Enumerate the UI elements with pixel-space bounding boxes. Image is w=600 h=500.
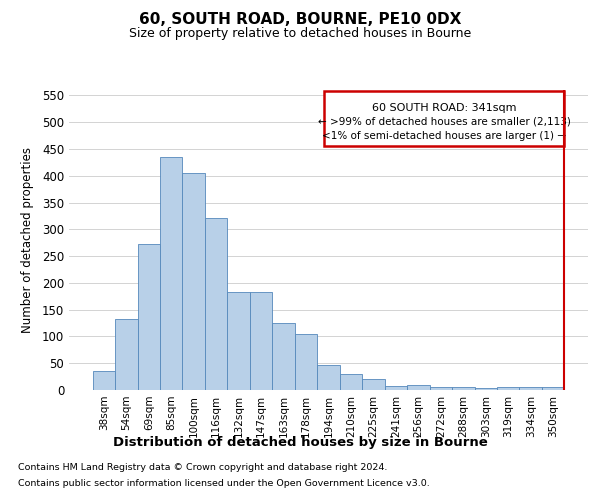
Bar xyxy=(205,218,227,390)
Bar xyxy=(92,371,115,390)
Text: ← >99% of detached houses are smaller (2,113): ← >99% of detached houses are smaller (2… xyxy=(318,117,571,127)
Bar xyxy=(430,388,452,390)
Text: <1% of semi-detached houses are larger (1) →: <1% of semi-detached houses are larger (… xyxy=(322,131,566,141)
Bar xyxy=(295,334,317,390)
Bar xyxy=(272,323,295,390)
Text: 60 SOUTH ROAD: 341sqm: 60 SOUTH ROAD: 341sqm xyxy=(372,103,517,113)
Bar xyxy=(385,386,407,390)
Text: 60, SOUTH ROAD, BOURNE, PE10 0DX: 60, SOUTH ROAD, BOURNE, PE10 0DX xyxy=(139,12,461,28)
Text: Size of property relative to detached houses in Bourne: Size of property relative to detached ho… xyxy=(129,28,471,40)
Bar xyxy=(182,173,205,390)
Bar xyxy=(227,292,250,390)
Text: Distribution of detached houses by size in Bourne: Distribution of detached houses by size … xyxy=(113,436,487,449)
Y-axis label: Number of detached properties: Number of detached properties xyxy=(20,147,34,333)
Bar xyxy=(115,319,137,390)
Bar xyxy=(137,244,160,390)
Bar xyxy=(520,387,542,390)
Bar xyxy=(452,388,475,390)
Bar xyxy=(542,387,565,390)
Text: Contains public sector information licensed under the Open Government Licence v3: Contains public sector information licen… xyxy=(18,478,430,488)
Bar xyxy=(340,374,362,390)
Bar xyxy=(317,366,340,390)
Bar xyxy=(475,388,497,390)
Bar xyxy=(160,157,182,390)
Bar xyxy=(362,380,385,390)
Bar xyxy=(497,388,520,390)
Bar xyxy=(407,384,430,390)
Text: Contains HM Land Registry data © Crown copyright and database right 2024.: Contains HM Land Registry data © Crown c… xyxy=(18,464,388,472)
Bar xyxy=(250,292,272,390)
Bar xyxy=(324,91,565,146)
